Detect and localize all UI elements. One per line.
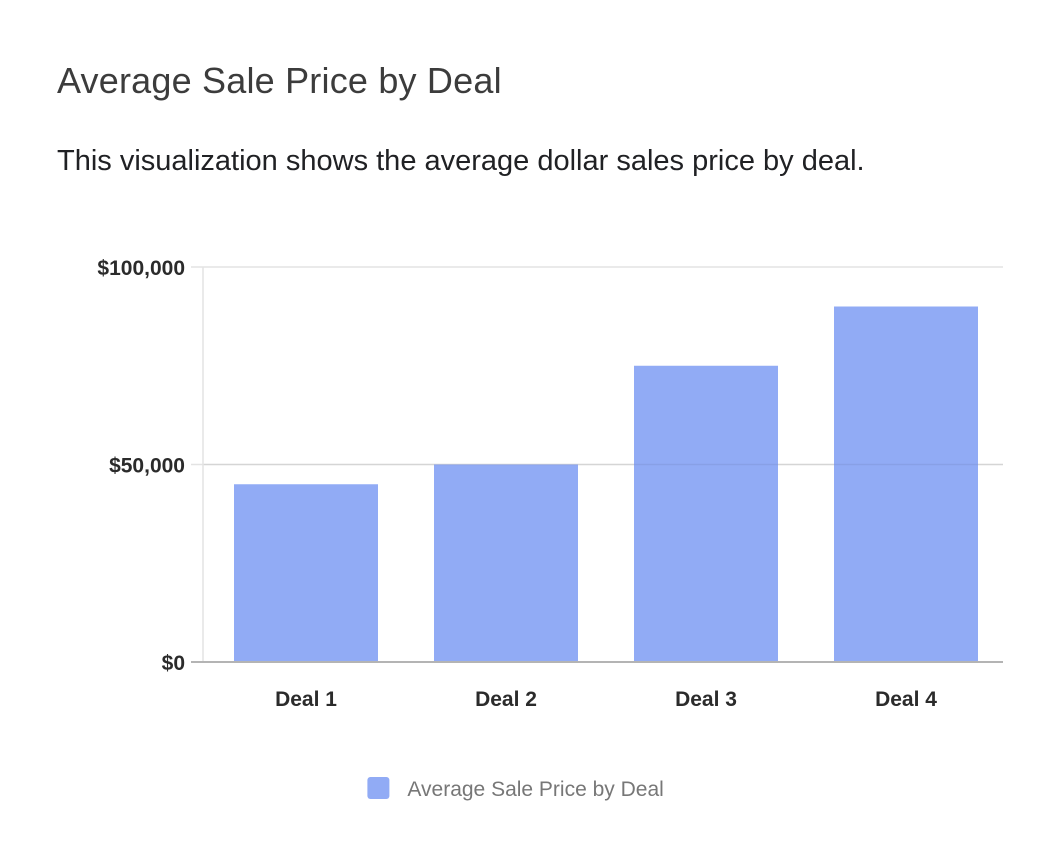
bars bbox=[234, 306, 978, 663]
x-axis-ticks: Deal 1 Deal 2 Deal 3 Deal 4 bbox=[275, 688, 937, 711]
x-tick-label: Deal 2 bbox=[475, 688, 537, 711]
bar-deal-3[interactable] bbox=[634, 365, 778, 662]
x-tick-label: Deal 3 bbox=[675, 688, 737, 711]
bar-deal-4[interactable] bbox=[834, 306, 978, 663]
bar-deal-1[interactable] bbox=[234, 484, 378, 662]
y-tick-label: $0 bbox=[162, 652, 185, 675]
axes bbox=[191, 267, 1003, 663]
y-tick-label: $100,000 bbox=[97, 257, 185, 280]
x-tick-label: Deal 4 bbox=[875, 688, 937, 711]
y-tick-label: $50,000 bbox=[109, 455, 185, 478]
chart-description: This visualization shows the average dol… bbox=[57, 145, 865, 177]
legend[interactable]: Average Sale Price by Deal bbox=[367, 777, 664, 801]
bar-deal-2[interactable] bbox=[434, 464, 578, 663]
page-title: Average Sale Price by Deal bbox=[57, 60, 502, 101]
legend-swatch[interactable] bbox=[367, 777, 390, 799]
legend-label[interactable]: Average Sale Price by Deal bbox=[407, 778, 663, 801]
x-tick-label: Deal 1 bbox=[275, 688, 337, 711]
y-axis-ticks: $0 $50,000 $100,000 bbox=[97, 257, 185, 675]
